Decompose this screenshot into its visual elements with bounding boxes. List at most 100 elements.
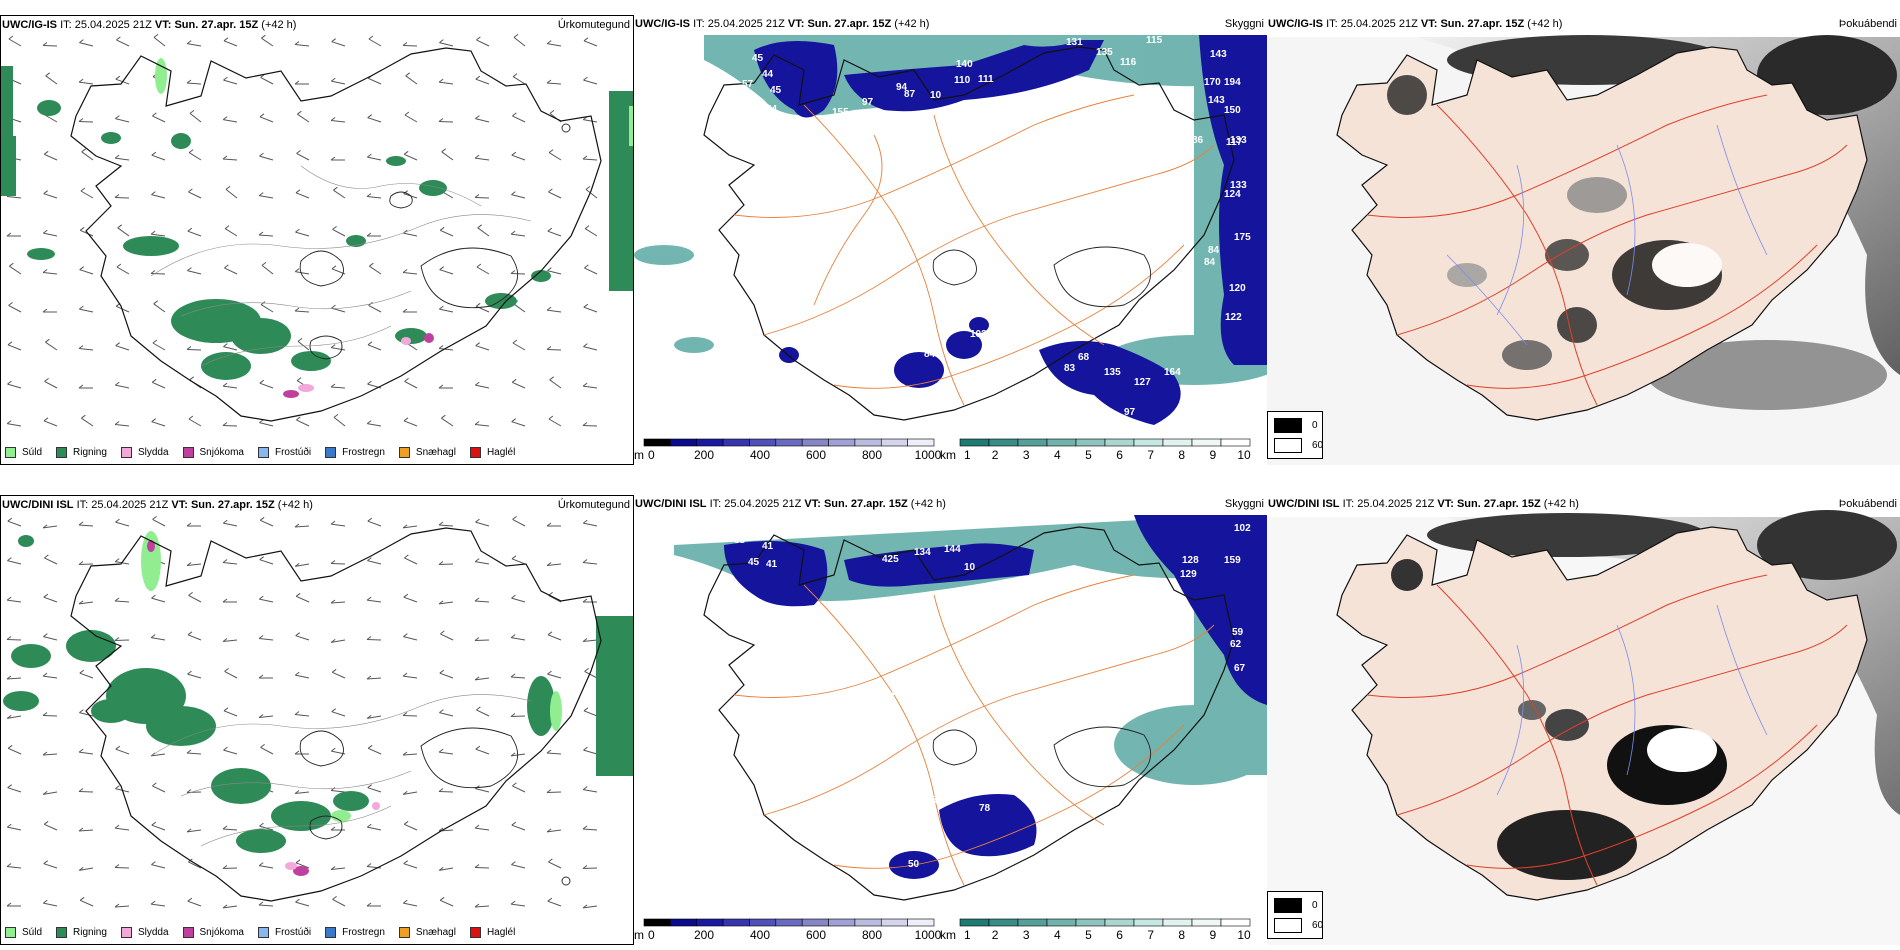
wind-barb-feather bbox=[330, 599, 336, 604]
legend-item: Súld bbox=[5, 926, 42, 938]
wind-barb bbox=[404, 557, 418, 565]
visibility-scale-row1: km 1 2 3 4 5 6 7 8 9 10 bbox=[940, 438, 1251, 462]
legend-item: Snæhagl bbox=[398, 926, 456, 938]
scale-swatch bbox=[854, 918, 882, 927]
wind-barb-feather bbox=[438, 866, 444, 871]
wind-barb bbox=[403, 863, 418, 869]
cloud-base-value: 133 bbox=[1230, 135, 1247, 146]
wind-barb-feather bbox=[259, 822, 264, 827]
wind-barb-feather bbox=[115, 342, 120, 347]
scale-swatch bbox=[1046, 918, 1077, 927]
wind-barb bbox=[440, 633, 454, 641]
wind-barb-feather bbox=[474, 421, 480, 425]
wind-barb-feather bbox=[330, 826, 336, 831]
wind-barb-feather bbox=[546, 749, 552, 754]
wind-barb-feather bbox=[222, 116, 228, 120]
wind-barb bbox=[187, 270, 202, 275]
wind-barb bbox=[511, 194, 526, 199]
wind-barb-feather bbox=[546, 40, 552, 45]
roads bbox=[733, 574, 1215, 886]
scale-tick: 10 bbox=[1237, 928, 1251, 942]
scale-unit: km bbox=[940, 928, 956, 942]
scale-tick: 2 bbox=[992, 928, 999, 942]
roads bbox=[1366, 574, 1848, 886]
wind-barb-feather bbox=[222, 904, 228, 909]
wind-barb bbox=[259, 382, 274, 389]
wind-barb-feather bbox=[584, 264, 589, 269]
wind-barb bbox=[43, 675, 58, 679]
wind-barb bbox=[43, 823, 58, 831]
low-cloud bbox=[724, 515, 1267, 879]
panel-type-label: Skyggni bbox=[1224, 498, 1264, 510]
wind-barb-feather bbox=[78, 788, 84, 792]
cloud-base-scale-row2: m 0 200 400 600 800 1000 bbox=[634, 918, 942, 942]
wind-barb-feather bbox=[43, 820, 49, 825]
cloud-base-value: 94 bbox=[896, 82, 908, 93]
wind-barb bbox=[583, 79, 598, 85]
wind-barb bbox=[547, 829, 562, 833]
legend-swatch bbox=[398, 926, 410, 938]
sleet-areas bbox=[285, 802, 380, 870]
wind-barb bbox=[585, 189, 598, 199]
wind-barb bbox=[511, 824, 526, 831]
wind-barb bbox=[79, 601, 94, 605]
wind-barb bbox=[259, 116, 274, 123]
wind-barb bbox=[439, 672, 454, 679]
wind-barb bbox=[116, 266, 130, 275]
wind-barb-feather bbox=[547, 897, 553, 902]
wind-barb-feather bbox=[187, 267, 192, 272]
wind-barb bbox=[295, 271, 310, 275]
wind-barb-feather bbox=[79, 266, 84, 271]
wind-barb bbox=[7, 599, 22, 603]
cloud-base-value: 116 bbox=[1120, 57, 1137, 68]
wind-barb bbox=[79, 712, 94, 717]
wind-barb-feather bbox=[8, 35, 14, 40]
cloud-base-value: 115 bbox=[1146, 35, 1163, 46]
legend-item: Frostúði bbox=[257, 446, 311, 458]
wind-barb-feather bbox=[115, 745, 121, 750]
wind-barb-feather bbox=[512, 339, 518, 344]
wind-barb bbox=[295, 862, 310, 869]
wind-barb-feather bbox=[294, 268, 300, 273]
cloud-base-value: 77 bbox=[946, 683, 958, 694]
wind-barb-feather bbox=[548, 149, 554, 154]
wind-barb bbox=[403, 596, 418, 603]
legend-item: Rigning bbox=[56, 926, 107, 938]
wind-barb-feather bbox=[6, 675, 12, 680]
wind-barb bbox=[547, 309, 562, 313]
precip-map bbox=[1, 33, 633, 427]
scale-tick: 400 bbox=[750, 448, 770, 462]
wind-barb-feather bbox=[151, 594, 156, 599]
sleet-areas bbox=[298, 337, 411, 392]
wind-barb bbox=[474, 600, 490, 603]
wind-barb-feather bbox=[366, 420, 372, 425]
wind-barb bbox=[438, 791, 454, 793]
cloud-base-value: 45 bbox=[940, 383, 952, 394]
wind-barb-feather bbox=[476, 36, 481, 41]
wind-barb bbox=[151, 597, 166, 603]
wind-barb bbox=[151, 753, 166, 757]
wind-barb bbox=[547, 634, 562, 641]
wind-barb bbox=[438, 524, 454, 527]
wind-barb-feather bbox=[150, 270, 156, 274]
rivers bbox=[1496, 604, 1768, 796]
wind-barb-feather bbox=[223, 37, 229, 42]
wind-barb-feather bbox=[474, 558, 480, 562]
wind-barb-feather bbox=[583, 343, 588, 348]
wind-barb-feather bbox=[8, 301, 13, 306]
wind-barb bbox=[403, 420, 418, 427]
wind-barb-feather bbox=[438, 384, 444, 389]
scale-swatch bbox=[643, 918, 671, 927]
wind-barb bbox=[475, 424, 490, 427]
roads bbox=[1366, 94, 1848, 406]
cloud-base-value: 84 bbox=[924, 349, 936, 360]
legend-label: Frostúði bbox=[274, 926, 312, 938]
wind-barb bbox=[115, 384, 130, 389]
wind-barb bbox=[258, 234, 274, 237]
wind-barb bbox=[79, 42, 94, 47]
wind-barb bbox=[79, 867, 94, 871]
wind-barb bbox=[439, 348, 454, 351]
scale-tick: 7 bbox=[1147, 448, 1154, 462]
